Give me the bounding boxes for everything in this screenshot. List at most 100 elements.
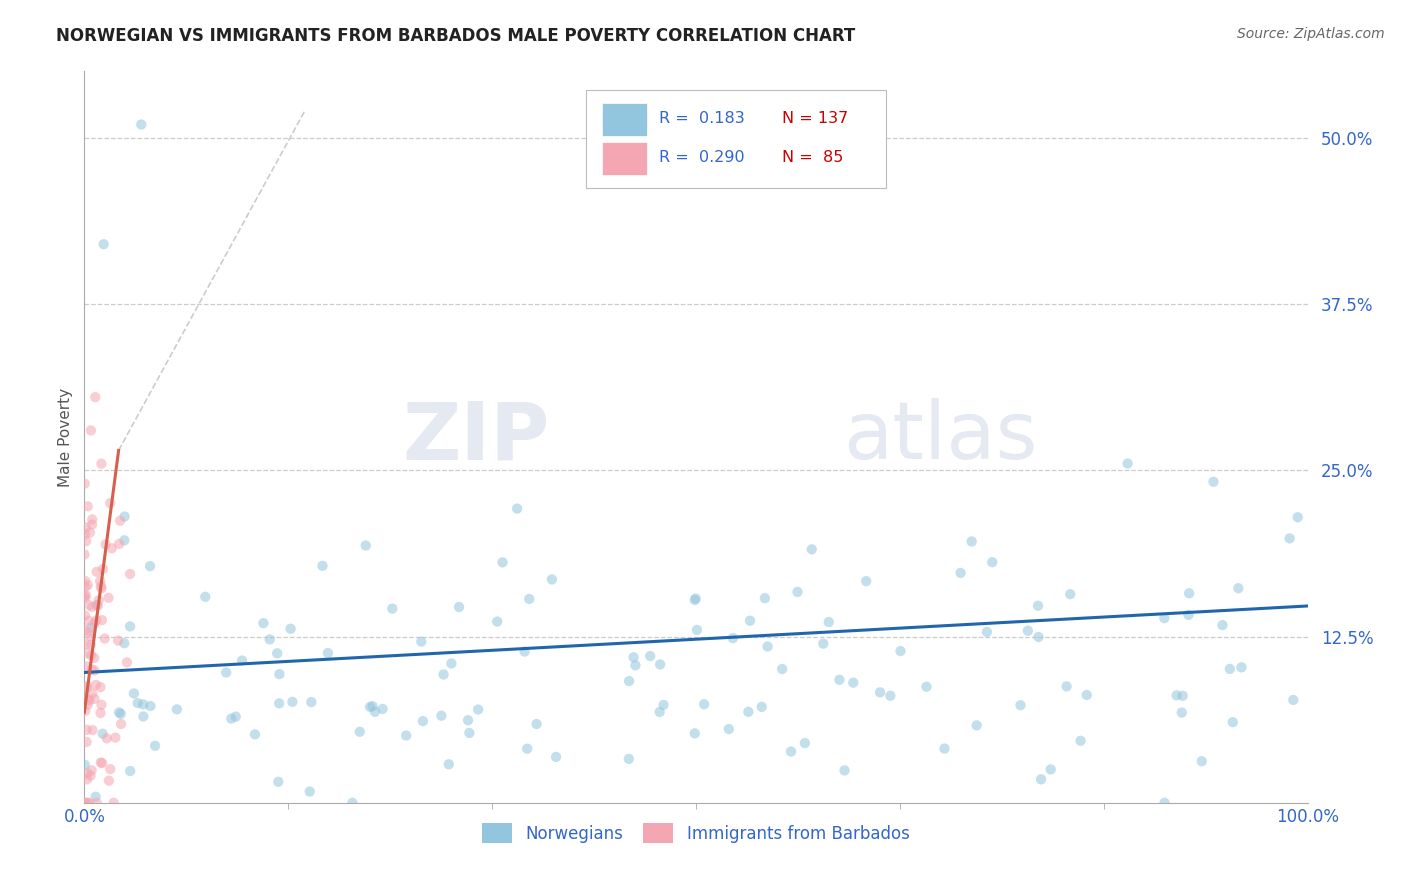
Point (87, 599, 110, 613)
Point (491, 555, 513, 569)
Point (120, 566, 142, 581)
Text: NORWEGIAN VS IMMIGRANTS FROM BARBADOS MALE POVERTY CORRELATION CHART: NORWEGIAN VS IMMIGRANTS FROM BARBADOS MA… (56, 27, 855, 45)
Point (467, 702, 489, 716)
Point (73, 476, 96, 491)
Point (97, 591, 120, 605)
Point (73, 591, 96, 606)
Point (430, 708, 453, 723)
Point (93, 632, 115, 646)
Point (1282, 693, 1305, 707)
Point (976, 624, 998, 639)
Point (693, 698, 716, 712)
Point (1059, 587, 1081, 601)
Point (269, 667, 291, 681)
Text: N = 137: N = 137 (782, 112, 848, 127)
Point (623, 650, 645, 665)
Point (79, 599, 101, 613)
Point (737, 705, 759, 719)
Point (280, 622, 302, 636)
Point (73, 796, 96, 810)
Text: ZIP: ZIP (402, 398, 550, 476)
Point (86, 565, 108, 579)
Point (1017, 624, 1039, 638)
Point (751, 699, 773, 714)
Point (717, 722, 740, 736)
Point (1177, 607, 1199, 622)
FancyBboxPatch shape (602, 142, 647, 175)
Point (114, 509, 136, 524)
Point (1153, 796, 1175, 810)
Point (100, 541, 122, 556)
Point (75, 574, 97, 588)
Point (112, 636, 135, 650)
Point (110, 706, 132, 721)
Point (127, 696, 149, 710)
Point (76, 681, 98, 695)
Point (166, 702, 188, 716)
Point (79, 525, 101, 540)
Point (457, 713, 479, 727)
Point (76, 723, 98, 737)
Point (513, 644, 536, 658)
Point (75, 637, 97, 651)
Point (869, 685, 891, 699)
Point (231, 654, 253, 668)
Point (458, 726, 481, 740)
Point (1028, 630, 1050, 644)
Text: R =  0.183: R = 0.183 (659, 112, 745, 127)
Point (1211, 618, 1233, 632)
Point (506, 501, 529, 516)
Point (949, 566, 972, 580)
Point (104, 731, 127, 745)
Point (80, 638, 103, 652)
Point (80, 662, 103, 676)
Point (617, 673, 640, 688)
Point (108, 514, 131, 528)
Point (243, 727, 266, 741)
Point (1153, 611, 1175, 625)
Point (738, 614, 761, 628)
Point (89, 706, 111, 720)
Point (412, 714, 434, 728)
Point (89, 574, 111, 589)
Point (86, 613, 108, 627)
Point (770, 662, 793, 676)
Point (90, 756, 112, 770)
Point (83, 616, 105, 631)
Point (73, 758, 96, 772)
Point (685, 591, 707, 606)
Point (266, 646, 288, 660)
Point (361, 699, 384, 714)
Point (80, 424, 103, 438)
Point (76, 578, 98, 592)
Text: R =  0.290: R = 0.290 (659, 150, 745, 165)
Point (75, 527, 97, 541)
Point (79, 693, 101, 707)
Point (82, 512, 104, 526)
Point (526, 717, 548, 731)
Point (76, 646, 98, 660)
Point (73, 623, 96, 637)
Point (342, 796, 364, 810)
Point (1171, 706, 1194, 720)
Point (754, 591, 776, 606)
Point (1056, 679, 1078, 693)
Point (96, 731, 118, 746)
Point (1010, 698, 1032, 713)
Point (793, 736, 815, 750)
Point (143, 739, 166, 753)
Point (517, 592, 540, 607)
Point (75, 588, 97, 602)
Point (432, 667, 454, 681)
Point (97, 773, 120, 788)
Point (107, 633, 129, 648)
Point (82, 599, 104, 614)
Point (281, 695, 304, 709)
Point (91, 562, 114, 576)
Point (1227, 581, 1250, 595)
Point (1026, 599, 1049, 613)
Point (1202, 475, 1225, 489)
Point (122, 686, 145, 700)
Point (440, 657, 463, 671)
Point (83, 651, 105, 665)
